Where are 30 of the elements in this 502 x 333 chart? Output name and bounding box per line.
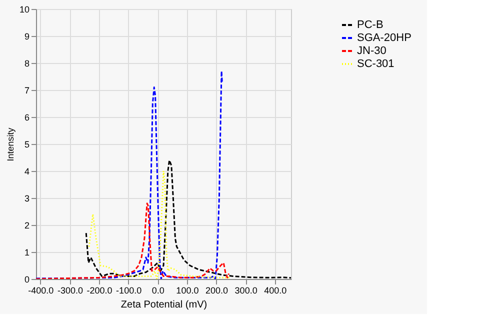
- y-tick-label: 7: [24, 86, 30, 96]
- y-tick-label: 4: [24, 166, 30, 176]
- legend-label: SGA-20HP: [357, 32, 412, 44]
- y-tick-label: 3: [24, 194, 30, 204]
- legend-label: JN-30: [357, 45, 386, 57]
- y-tick-label: 10: [19, 4, 30, 14]
- y-tick-label: 0: [24, 274, 30, 284]
- x-tick-label: 300.0: [234, 286, 258, 296]
- x-tick-label: 100.0: [176, 286, 199, 296]
- line-series: [88, 170, 232, 279]
- y-tick-label: 6: [24, 112, 30, 122]
- x-tick-label: 0.0: [152, 286, 164, 296]
- legend-label: SC-301: [357, 58, 394, 70]
- y-tick-label: 5: [24, 140, 30, 150]
- x-tick-label: 200.0: [205, 286, 228, 296]
- y-tick-label: 2: [24, 220, 30, 230]
- x-tick-label: -400.0: [28, 286, 54, 296]
- line-series: [36, 202, 230, 279]
- line-series: [85, 159, 291, 279]
- y-tick-label: 9: [24, 32, 30, 42]
- y-tick-label: 8: [24, 58, 30, 68]
- x-tick-label: -100.0: [116, 286, 142, 296]
- y-tick-label: 1: [24, 248, 30, 258]
- x-tick-label: 400.0: [264, 286, 287, 296]
- x-tick-label: -200.0: [86, 286, 112, 296]
- x-axis-title: Zeta Potential (mV): [120, 300, 208, 310]
- x-tick-label: -300.0: [57, 286, 83, 296]
- line-series: [36, 70, 223, 279]
- y-axis-title: Intensity: [5, 127, 16, 162]
- legend-label: PC-B: [357, 19, 384, 31]
